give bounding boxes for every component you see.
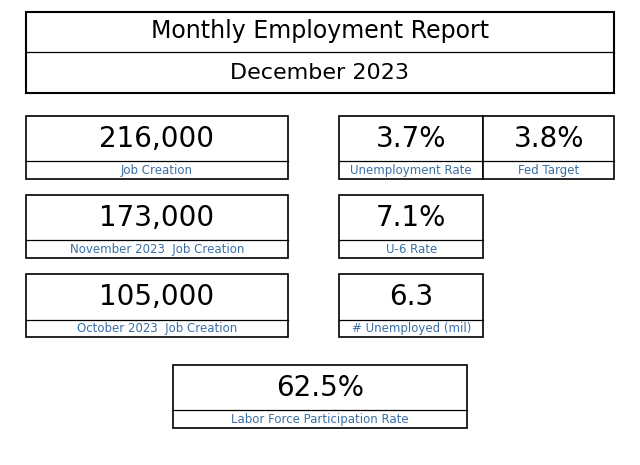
Text: 216,000: 216,000 <box>99 125 214 153</box>
FancyBboxPatch shape <box>339 195 483 258</box>
FancyBboxPatch shape <box>26 12 614 93</box>
Text: U-6 Rate: U-6 Rate <box>385 243 437 256</box>
Text: October 2023  Job Creation: October 2023 Job Creation <box>77 322 237 335</box>
Text: 62.5%: 62.5% <box>276 373 364 402</box>
Text: # Unemployed (mil): # Unemployed (mil) <box>351 322 471 335</box>
FancyBboxPatch shape <box>339 274 483 337</box>
Text: 6.3: 6.3 <box>389 283 433 311</box>
Text: 3.7%: 3.7% <box>376 125 447 153</box>
FancyBboxPatch shape <box>26 274 288 337</box>
FancyBboxPatch shape <box>26 195 288 258</box>
FancyBboxPatch shape <box>483 116 614 179</box>
FancyBboxPatch shape <box>339 116 483 179</box>
Text: Labor Force Participation Rate: Labor Force Participation Rate <box>231 412 409 425</box>
Text: 105,000: 105,000 <box>99 283 214 311</box>
Text: Fed Target: Fed Target <box>518 164 579 177</box>
FancyBboxPatch shape <box>173 365 467 428</box>
Text: 7.1%: 7.1% <box>376 204 446 232</box>
Text: 3.8%: 3.8% <box>513 125 584 153</box>
Text: November 2023  Job Creation: November 2023 Job Creation <box>70 243 244 256</box>
Text: Unemployment Rate: Unemployment Rate <box>350 164 472 177</box>
Text: December 2023: December 2023 <box>230 63 410 83</box>
FancyBboxPatch shape <box>26 116 288 179</box>
Text: Monthly Employment Report: Monthly Employment Report <box>151 19 489 43</box>
Text: Job Creation: Job Creation <box>121 164 193 177</box>
Text: 173,000: 173,000 <box>99 204 214 232</box>
